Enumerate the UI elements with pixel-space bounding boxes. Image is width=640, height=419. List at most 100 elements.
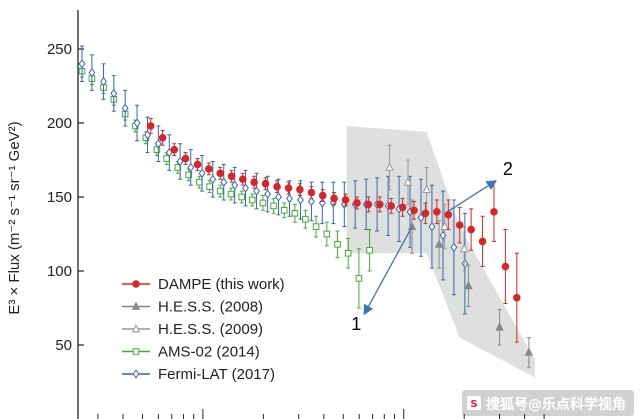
data-point bbox=[275, 192, 282, 202]
data-point bbox=[261, 179, 270, 188]
data-point bbox=[220, 177, 228, 187]
data-point bbox=[273, 182, 281, 191]
data-point bbox=[467, 225, 475, 234]
data-point bbox=[121, 103, 129, 113]
data-point bbox=[307, 188, 316, 197]
data-point bbox=[353, 199, 361, 207]
legend-label: H.E.S.S. (2009) bbox=[158, 321, 263, 338]
series-ams-02-2014 bbox=[78, 64, 373, 309]
data-point bbox=[187, 162, 195, 173]
data-point bbox=[227, 190, 235, 198]
data-point bbox=[270, 202, 277, 210]
data-point bbox=[302, 215, 309, 223]
data-point bbox=[264, 189, 272, 199]
data-point bbox=[495, 322, 504, 331]
legend-label: Fermi-LAT (2017) bbox=[158, 366, 275, 383]
svg-text:S: S bbox=[470, 399, 477, 410]
annotation-label-1: 1 bbox=[351, 314, 361, 334]
data-point bbox=[239, 175, 247, 184]
uncertainty-bands bbox=[346, 125, 535, 378]
data-point bbox=[88, 68, 96, 78]
watermark: S 搜狐号@乐点科学视角 bbox=[462, 390, 634, 416]
data-point bbox=[364, 200, 373, 209]
data-point bbox=[146, 122, 155, 130]
data-point bbox=[238, 193, 245, 201]
data-point bbox=[330, 194, 338, 203]
data-point bbox=[176, 156, 184, 167]
data-point bbox=[387, 202, 395, 210]
data-point bbox=[490, 208, 498, 216]
legend-label: DAMPE (this work) bbox=[158, 276, 285, 293]
data-point bbox=[231, 180, 239, 190]
data-point bbox=[248, 196, 256, 204]
data-point bbox=[78, 59, 86, 69]
data-point bbox=[334, 241, 341, 248]
data-point bbox=[421, 209, 430, 218]
data-point bbox=[280, 207, 288, 214]
data-point bbox=[444, 210, 453, 219]
data-point bbox=[385, 162, 394, 171]
data-point bbox=[341, 196, 350, 204]
legend-label: AMS-02 (2014) bbox=[158, 344, 260, 361]
data-point bbox=[110, 88, 118, 99]
data-point bbox=[154, 139, 162, 149]
data-point bbox=[158, 134, 167, 142]
data-point bbox=[170, 145, 179, 154]
data-point bbox=[434, 239, 444, 248]
data-point bbox=[440, 221, 449, 230]
legend-item: DAMPE (this work) bbox=[122, 276, 285, 293]
data-point bbox=[318, 191, 327, 200]
legend-marker bbox=[132, 369, 140, 379]
data-point bbox=[513, 293, 521, 302]
data-point bbox=[312, 223, 320, 230]
x-ticks bbox=[97, 409, 545, 419]
y-tick-label-150: 150 bbox=[47, 189, 72, 206]
legend-item: H.E.S.S. (2009) bbox=[122, 321, 263, 338]
data-point bbox=[163, 155, 170, 162]
data-point bbox=[478, 237, 487, 246]
data-point bbox=[242, 183, 249, 193]
data-point bbox=[450, 242, 458, 252]
sohu-logo-icon: S bbox=[467, 396, 481, 410]
data-point bbox=[297, 195, 304, 205]
data-point bbox=[259, 199, 267, 207]
data-point bbox=[185, 171, 193, 179]
y-tick-label-100: 100 bbox=[47, 263, 72, 280]
data-point bbox=[153, 146, 161, 153]
data-point bbox=[133, 118, 141, 128]
y-tick-label-250: 250 bbox=[47, 41, 72, 58]
data-point bbox=[284, 184, 293, 192]
data-point bbox=[174, 164, 182, 171]
legend-marker bbox=[131, 323, 141, 333]
data-point bbox=[196, 178, 203, 186]
data-point bbox=[205, 165, 213, 173]
data-point bbox=[206, 183, 213, 190]
data-point bbox=[355, 275, 363, 282]
data-point bbox=[375, 200, 384, 209]
data-point bbox=[455, 221, 464, 229]
legend-marker bbox=[131, 301, 141, 310]
data-point bbox=[250, 178, 258, 186]
data-point bbox=[422, 184, 431, 193]
data-point bbox=[307, 196, 315, 207]
annotations: 12 bbox=[351, 159, 513, 334]
uncertainty-band-0 bbox=[346, 125, 535, 378]
annotation-arrow-2 bbox=[447, 180, 497, 213]
data-point bbox=[291, 209, 299, 217]
legend-item: Fermi-LAT (2017) bbox=[122, 366, 275, 383]
data-point bbox=[410, 206, 418, 215]
data-point bbox=[501, 262, 510, 271]
data-point bbox=[209, 174, 217, 184]
data-point bbox=[193, 160, 202, 169]
data-point bbox=[286, 193, 293, 204]
legend-item: AMS-02 (2014) bbox=[122, 344, 260, 361]
data-point bbox=[253, 186, 260, 196]
legend-marker bbox=[132, 280, 140, 288]
legend-label: H.E.S.S. (2008) bbox=[158, 299, 263, 316]
series-layer bbox=[78, 45, 534, 368]
data-point bbox=[181, 154, 190, 163]
watermark-text: 搜狐号@乐点科学视角 bbox=[486, 396, 626, 413]
legend: DAMPE (this work) H.E.S.S. (2008) H.E.S.S.… bbox=[122, 276, 285, 383]
data-point bbox=[216, 187, 224, 195]
y-ticks: 50 100 150 200 250 bbox=[47, 41, 84, 354]
